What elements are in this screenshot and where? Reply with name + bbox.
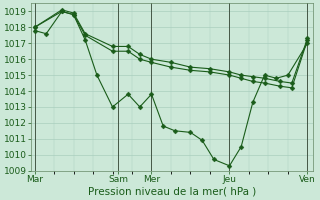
X-axis label: Pression niveau de la mer( hPa ): Pression niveau de la mer( hPa )	[88, 187, 256, 197]
